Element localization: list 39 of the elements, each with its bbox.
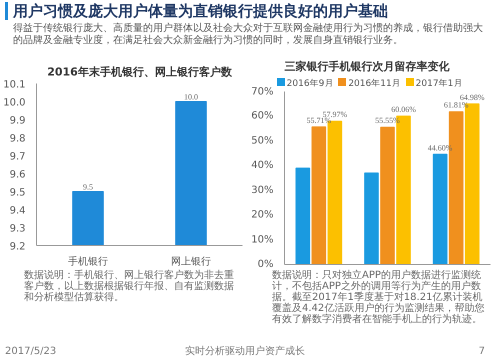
y-tick-label: 10.0 [3,98,26,108]
text: 7 [478,345,485,359]
y-tick-label: 9.2 [10,242,26,252]
y-tick-label: 40% [251,160,274,172]
y-tick-label: 30% [251,184,274,196]
chart-title: 2016年末手机银行、网上银行客户数 [47,66,233,78]
y-tick-label: 9.5 [10,188,26,198]
data-label: 64.98% [460,92,485,102]
bar [312,126,326,264]
x-tick-label: 手机银行 [68,256,108,268]
data-label: 10.0 [184,92,198,102]
bar [432,154,448,264]
y-tick-label: 70% [251,86,274,98]
bar [364,172,379,264]
y-tick-label: 0% [258,259,274,270]
x-tick-label: 网上银行 [171,256,211,268]
y-tick-label: 50% [251,135,274,146]
chart-title: 三家银行手机银行次月留存率变化 [284,59,450,75]
y-tick-label: 9.9 [10,116,26,126]
y-tick-label: 60% [251,110,274,122]
bar [380,126,395,264]
y-tick-label: 9.3 [10,224,26,234]
y-tick-label: 10% [251,234,274,246]
text: 数据说明：只对独立APP的用户数据进行监测统计，不包括APP之外的调用等行为产生的用户数据。截至2017年1季度基于对18.21亿累计装机覆盖及4.42亿活跃用户的行为监测结果，帮助您有效了解数字消费者在智能手机上的行为轨迹。 [272,270,486,325]
data-label: 9.5 [83,182,93,192]
y-tick-label: 9.4 [10,206,26,216]
data-label: 60.06% [391,105,416,114]
y-tick-label: 9.8 [10,134,26,144]
data-label: 55.71% [306,116,332,125]
text: 用户习惯及庞大用户体量为直销银行提供良好的用户基础 [5,2,485,20]
text: 得益于传统银行庞大、高质量的用户群体以及社会大众对于互联网金融使用行为习惯的养成，银行借助强大的品牌及金融专业度，在满足社会大众新金融行为习惯的同时，发展自身直销银行业务。 [12,23,484,47]
y-tick-label: 20% [251,210,274,221]
text: 实时分析驱动用户资产成长 [184,345,306,359]
y-tick-label: 9.7 [10,152,26,162]
y-tick-label: 10.1 [3,80,26,90]
text: 数据说明：手机银行、网上银行客户数为非去重客户数，以上数据根据银行年报、自有监测数据和分析模型估算获得。 [24,270,235,303]
bar [296,168,310,264]
y-tick-label: 9.6 [10,170,26,180]
text: 2017/5/23 [5,345,58,359]
